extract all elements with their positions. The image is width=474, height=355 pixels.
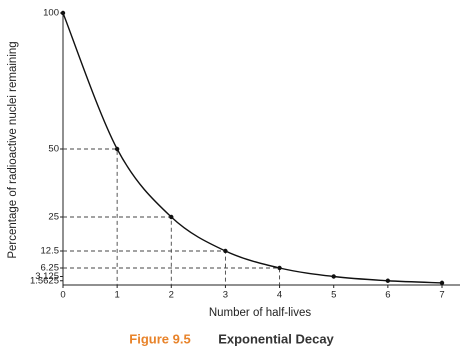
decay-curve	[62, 12, 443, 284]
x-tick-label: 0	[60, 290, 65, 301]
data-point	[277, 265, 282, 271]
x-tick-label: 7	[439, 290, 444, 301]
y-axis-label: Percentage of radioactive nuclei remaini…	[7, 41, 19, 258]
y-tick-label: 6.25	[41, 263, 60, 274]
x-tick-label: 3	[223, 290, 228, 301]
data-point	[60, 10, 66, 16]
y-tick-label: 25	[48, 212, 59, 223]
x-tick-label: 5	[331, 290, 336, 301]
x-tick-label: 4	[277, 290, 282, 301]
data-point	[223, 248, 228, 254]
y-tick-label: 3.125	[35, 271, 59, 282]
y-tick-label: 1.5625	[30, 275, 59, 286]
y-tick-label: 12.5	[41, 246, 60, 257]
x-tick-label: 1	[114, 290, 119, 301]
x-tick-label: 6	[385, 290, 390, 301]
caption-label: Figure 9.5	[129, 331, 190, 346]
data-point	[169, 214, 174, 220]
y-tick-label: 100	[43, 8, 59, 19]
data-point	[114, 146, 120, 152]
guide-line	[63, 267, 281, 285]
y-tick-label: 50	[48, 144, 59, 155]
caption-title: Exponential Decay	[218, 331, 334, 346]
x-axis-label: Number of half-lives	[209, 307, 312, 319]
data-point	[331, 274, 336, 279]
x-tick-label: 2	[169, 290, 174, 301]
data-point	[439, 280, 445, 286]
data-point	[385, 278, 391, 283]
